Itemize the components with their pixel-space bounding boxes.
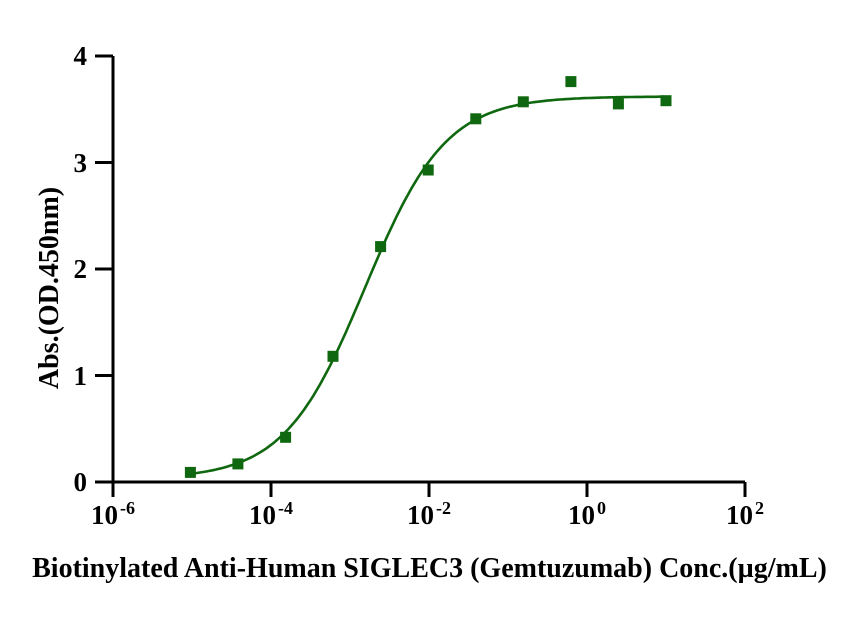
x-tick-label: 10 0 — [545, 498, 629, 531]
data-point-marker — [184, 466, 196, 478]
x-tick-exponent: 0 — [597, 498, 606, 518]
y-tick-label: 1 — [73, 360, 88, 391]
fit-curve — [189, 95, 666, 476]
y-tick-label: 2 — [73, 254, 88, 284]
x-tick-base: 10 — [726, 500, 753, 530]
x-tick-label: 10 -2 — [387, 498, 471, 531]
y-tick-label: 3 — [73, 147, 88, 178]
data-point-marker — [565, 76, 577, 88]
y-tick-label: 4 — [73, 41, 88, 71]
data-point-marker — [517, 96, 529, 108]
y-tick-label: 0 — [73, 467, 88, 497]
x-tick-exponent: 2 — [755, 498, 764, 518]
axes-frame — [111, 56, 745, 484]
x-tick-label: 10 2 — [703, 498, 787, 531]
x-tick-exponent: -6 — [120, 498, 135, 518]
x-tick-base: 10 — [407, 500, 434, 530]
x-tick-base: 10 — [249, 500, 276, 530]
data-point-marker — [280, 431, 292, 443]
data-point-marker — [470, 113, 482, 125]
data-point-marker — [327, 350, 339, 362]
data-point-marker — [375, 241, 387, 253]
x-tick-label: 10 -6 — [71, 498, 155, 531]
x-tick-base: 10 — [91, 500, 118, 530]
x-tick-exponent: -4 — [278, 498, 293, 518]
data-point-marker — [612, 98, 624, 110]
data-point-marker — [660, 95, 672, 107]
x-axis-title: Biotinylated Anti-Human SIGLEC3 (Gemtuzu… — [32, 553, 827, 584]
x-tick-base: 10 — [568, 500, 595, 530]
x-tick-label: 10 -4 — [229, 498, 313, 531]
x-tick-exponent: -2 — [436, 498, 451, 518]
y-axis-title: Abs.(OD.450nm) — [34, 186, 65, 390]
data-point-marker — [422, 164, 434, 176]
data-point-marker — [232, 458, 244, 470]
